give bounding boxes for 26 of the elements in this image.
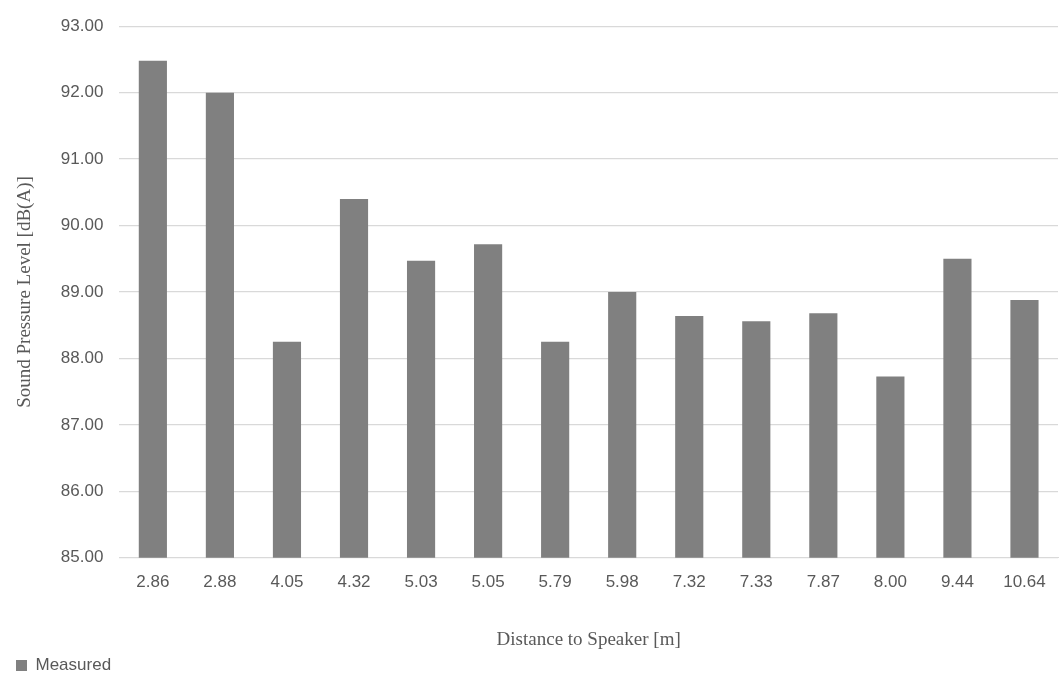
y-tick-label: 87.00 xyxy=(60,414,104,434)
x-tick-label: 5.05 xyxy=(471,571,505,591)
y-tick-label: 90.00 xyxy=(60,215,104,235)
x-tick-label: 7.87 xyxy=(806,571,840,591)
y-tick-label: 92.00 xyxy=(60,82,104,102)
x-axis-title: Distance to Speaker [m] xyxy=(496,627,681,649)
legend-label: Measured xyxy=(35,655,112,675)
x-tick-label: 5.03 xyxy=(404,571,438,591)
x-tick-label: 2.86 xyxy=(136,571,170,591)
x-tick-label: 10.64 xyxy=(1003,571,1046,591)
y-tick-label: 85.00 xyxy=(60,547,104,567)
x-tick-label: 7.32 xyxy=(672,571,706,591)
y-tick-label: 88.00 xyxy=(60,348,104,368)
y-tick-label: 86.00 xyxy=(60,481,104,501)
x-tick-label: 4.05 xyxy=(270,571,304,591)
y-axis-title: Sound Pressure Level [dB(A)] xyxy=(13,176,36,408)
x-tick-label: 2.88 xyxy=(203,571,237,591)
x-tick-label: 4.32 xyxy=(337,571,371,591)
y-tick-label: 91.00 xyxy=(60,148,104,168)
x-tick-label: 8.00 xyxy=(873,571,907,591)
y-tick-label: 93.00 xyxy=(60,15,104,35)
x-tick-label: 9.44 xyxy=(940,571,974,591)
x-tick-label: 5.98 xyxy=(605,571,639,591)
x-tick-label: 5.79 xyxy=(538,571,572,591)
x-tick-label: 7.33 xyxy=(739,571,773,591)
y-tick-label: 89.00 xyxy=(60,281,104,301)
